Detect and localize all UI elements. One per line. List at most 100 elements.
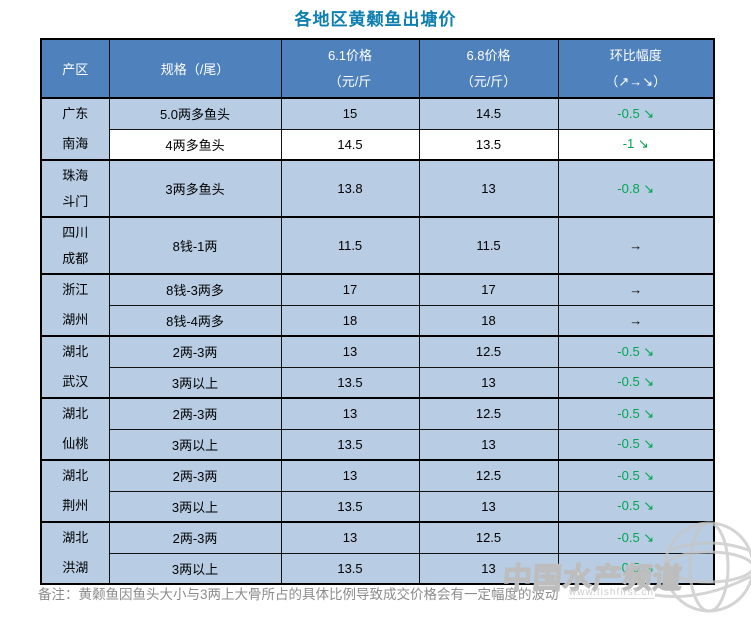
price-6-1-cell: 13 [280, 459, 420, 492]
price-6-1-cell: 13.5 [280, 552, 420, 585]
region-cell: 广东 南海 [40, 97, 110, 161]
region-line: 湖州 [62, 312, 89, 327]
spec-cell: 4两多鱼头 [108, 128, 282, 161]
change-value: -0.5 [617, 405, 644, 421]
region-line: 武汉 [62, 374, 89, 389]
header-change-line2: （↗→↘） [605, 73, 667, 89]
header-price-6-1: 6.1价格 （元/斤 [280, 38, 420, 99]
change-cell: -0.5 ↘ [557, 335, 715, 368]
page: { "title": "各地区黄颡鱼出塘价", "colors": { "tit… [38, 10, 751, 613]
region-line: 仙桃 [62, 436, 89, 451]
price-6-8-cell: 12.5 [418, 335, 559, 368]
spec-cell: 8钱-3两多 [108, 273, 282, 306]
header-price-6-1-line1: 6.1价格 [327, 47, 373, 63]
arrow-down-right-icon: ↘ [643, 436, 655, 452]
table-row: 湖北 洪湖 2两-3两 13 12.5 -0.5 ↘ [40, 521, 715, 585]
price-6-8-cell: 12.5 [418, 521, 559, 554]
region-cell: 浙江 湖州 [40, 273, 110, 337]
header-price-6-8-line1: 6.8价格 [466, 47, 511, 63]
arrow-down-right-icon: ↘ [643, 498, 655, 514]
change-cell: → [557, 304, 715, 337]
header-change-line1: 环比幅度 [609, 47, 662, 63]
region-line: 斗门 [62, 193, 89, 209]
table-row: 浙江 湖州 8钱-3两多 17 17 → [40, 273, 715, 337]
price-6-1-cell: 13 [280, 335, 420, 368]
spec-cell: 3两以上 [108, 428, 282, 461]
region-line: 浙江 [62, 282, 89, 297]
region-line: 洪湖 [62, 560, 89, 575]
arrow-down-right-icon: ↘ [643, 529, 655, 545]
change-cell: -0.8 ↘ [557, 159, 715, 218]
region-line: 珠海 [62, 167, 89, 183]
price-6-8-cell: 12.5 [418, 397, 559, 430]
change-value: -0.5 [617, 436, 644, 452]
price-6-8-cell: 13 [418, 366, 559, 399]
change-value: -0.5 [617, 343, 644, 359]
price-6-8-cell: 13 [418, 428, 559, 461]
spec-cell: 8钱-1两 [108, 216, 282, 275]
region-cell: 四川 成都 [40, 216, 110, 275]
header-change: 环比幅度 （↗→↘） [557, 38, 715, 99]
change-value: -0.5 [617, 467, 644, 483]
table-row: 3两以上 13.5 13 -0.5 ↘ [41, 428, 715, 461]
region-line: 荆州 [62, 498, 89, 513]
table-row: 珠海 斗门 3两多鱼头 13.8 13 -0.8 ↘ [40, 159, 715, 218]
change-value: -0.5 [617, 105, 644, 121]
price-6-1-cell: 11.5 [280, 216, 420, 275]
region-cell: 湖北 荆州 [40, 459, 110, 523]
spec-cell: 5.0两多鱼头 [108, 97, 282, 130]
header-spec: 规格（/尾） [108, 38, 282, 99]
spec-cell: 2两-3两 [108, 397, 282, 430]
table-row: 4两多鱼头 14.5 13.5 -1 ↘ [41, 128, 715, 161]
region-cell: 珠海 斗门 [40, 159, 110, 218]
change-value: -0.5 [617, 374, 644, 390]
change-cell: -0.5 ↘ [557, 428, 715, 461]
region-line: 湖北 [62, 468, 89, 483]
region-line: 南海 [62, 136, 89, 151]
region-line: 广东 [62, 106, 89, 121]
table-row: 3两以上 13.5 13 -0.5 ↘ [41, 552, 715, 585]
region-cell: 湖北 武汉 [40, 335, 110, 399]
spec-cell: 3两多鱼头 [108, 159, 282, 218]
spec-cell: 3两以上 [108, 552, 282, 585]
price-6-1-cell: 14.5 [280, 128, 420, 161]
spec-cell: 3两以上 [108, 490, 282, 523]
table-row: 广东 南海 5.0两多鱼头 15 14.5 -0.5 ↘ [40, 97, 715, 161]
table-row: 湖北 荆州 2两-3两 13 12.5 -0.5 ↘ [40, 459, 715, 523]
price-6-8-cell: 13 [418, 490, 559, 523]
spec-cell: 8钱-4两多 [108, 304, 282, 337]
price-6-1-cell: 13 [280, 521, 420, 554]
price-6-1-cell: 13.5 [280, 490, 420, 523]
price-6-8-cell: 18 [418, 304, 559, 337]
change-cell: -0.5 ↘ [557, 97, 715, 130]
change-cell: → [557, 273, 715, 306]
header-price-6-8-line2: （元/斤） [460, 73, 517, 89]
spec-cell: 3两以上 [108, 366, 282, 399]
spec-cell: 2两-3两 [108, 521, 282, 554]
region-line: 四川 [62, 224, 89, 240]
change-cell: -0.5 ↘ [557, 521, 715, 554]
header-price-6-1-line2: （元/斤 [328, 73, 372, 89]
price-table: 产区 规格（/尾） 6.1价格 （元/斤 6.8价格 （元/斤） 环比幅度 （↗… [40, 38, 715, 585]
price-6-8-cell: 13 [418, 552, 559, 585]
price-6-8-cell: 13.5 [418, 128, 559, 161]
arrow-down-right-icon: ↘ [643, 343, 655, 359]
header-price-6-8: 6.8价格 （元/斤） [418, 38, 559, 99]
price-6-1-cell: 13.5 [280, 428, 420, 461]
spec-cell: 2两-3两 [108, 459, 282, 492]
table-row: 四川 成都 8钱-1两 11.5 11.5 → [40, 216, 715, 275]
table-row: 湖北 仙桃 2两-3两 13 12.5 -0.5 ↘ [40, 397, 715, 461]
change-cell: -0.5 ↘ [557, 552, 715, 585]
change-value: -1 [622, 136, 638, 152]
price-6-8-cell: 11.5 [418, 216, 559, 275]
price-6-8-cell: 13 [418, 159, 559, 218]
watermark-url: www.fishfirst.cn [569, 587, 654, 599]
price-6-1-cell: 13.8 [280, 159, 420, 218]
change-value: -0.5 [617, 498, 644, 514]
change-cell: -0.5 ↘ [557, 459, 715, 492]
header-region: 产区 [40, 38, 110, 99]
price-6-1-cell: 15 [280, 97, 420, 130]
price-6-8-cell: 14.5 [418, 97, 559, 130]
page-title: 各地区黄颡鱼出塘价 [294, 10, 457, 29]
table-row: 3两以上 13.5 13 -0.5 ↘ [41, 490, 715, 523]
